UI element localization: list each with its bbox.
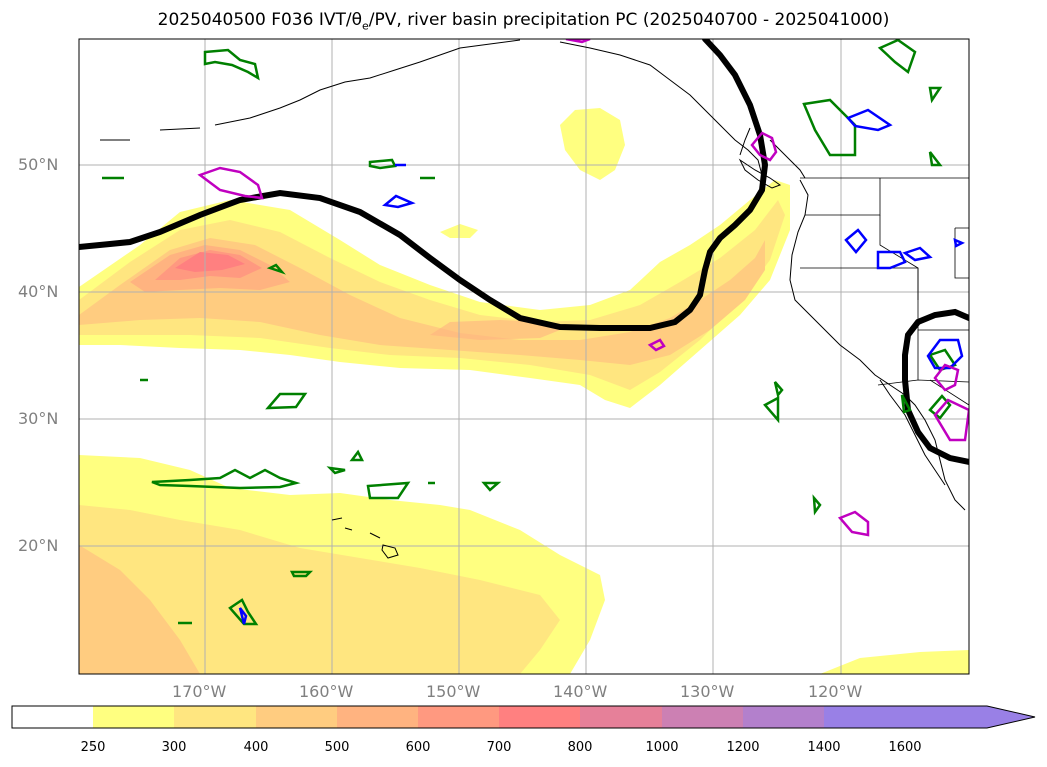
colorbar-tick-label: 1000 bbox=[645, 740, 679, 755]
pv-contour-east bbox=[902, 308, 969, 465]
bc-coast bbox=[739, 127, 806, 179]
lon-label-140w: 140°W bbox=[553, 682, 608, 701]
ivt-south-300 bbox=[79, 505, 560, 674]
lon-label-150w: 150°W bbox=[426, 682, 481, 701]
colorbar-tick-label: 1200 bbox=[726, 740, 760, 755]
colorbar-outline bbox=[11, 705, 1036, 729]
colorbar-extension bbox=[905, 706, 1035, 728]
colorbar-segment-2 bbox=[174, 706, 256, 728]
lon-label-120w: 120°W bbox=[808, 682, 863, 701]
ivt-ar-east-500 bbox=[430, 320, 560, 340]
pv-contour-main bbox=[79, 39, 769, 331]
magenta-contours bbox=[197, 39, 969, 537]
lat-label-50n: 50°N bbox=[18, 155, 59, 174]
colorbar-tick-label: 300 bbox=[161, 740, 187, 755]
colorbar-tick-label: 250 bbox=[80, 740, 106, 755]
lon-label-130w: 130°W bbox=[680, 682, 735, 701]
ivt-southeast-250 bbox=[820, 650, 969, 674]
colorbar-tick-label: 600 bbox=[405, 740, 431, 755]
colorbar-tick-label: 800 bbox=[567, 740, 593, 755]
colorbar-tick-label: 700 bbox=[486, 740, 512, 755]
alaska-coast bbox=[100, 39, 521, 141]
colorbar-segment-7 bbox=[580, 706, 662, 728]
colorbar bbox=[11, 705, 1036, 729]
colorbar-segment-10 bbox=[824, 706, 905, 728]
ivt-ar-700 bbox=[175, 252, 245, 272]
lon-label-160w: 160°W bbox=[299, 682, 354, 701]
alaska-panhandle bbox=[559, 41, 763, 176]
lon-label-170w: 170°W bbox=[172, 682, 227, 701]
colorbar-tick-label: 1400 bbox=[807, 740, 841, 755]
colorbar-segment-9 bbox=[743, 706, 824, 728]
baja-coast bbox=[879, 379, 946, 486]
graticule bbox=[79, 39, 969, 674]
lat-label-30n: 30°N bbox=[18, 409, 59, 428]
colorbar-under bbox=[12, 706, 93, 728]
colorbar-segment-5 bbox=[418, 706, 499, 728]
map-plot-area bbox=[79, 39, 969, 674]
map-title: 2025040500 F036 IVT/θe/PV, river basin p… bbox=[157, 10, 890, 33]
colorbar-tick-label: 400 bbox=[243, 740, 269, 755]
lat-label-40n: 40°N bbox=[18, 282, 59, 301]
pv-contour bbox=[79, 39, 969, 465]
colorbar-segment-8 bbox=[662, 706, 743, 728]
blue-contours bbox=[238, 108, 965, 625]
colorbar-segment-1 bbox=[93, 706, 174, 728]
political-borders bbox=[800, 177, 969, 406]
ivt-north-blob bbox=[560, 108, 625, 180]
colorbar-segment-4 bbox=[337, 706, 418, 728]
lat-label-20n: 20°N bbox=[18, 536, 59, 555]
colorbar-tick-label: 500 bbox=[324, 740, 350, 755]
vancouver-island bbox=[738, 158, 782, 189]
colorbar-segment-6 bbox=[499, 706, 580, 728]
islands-hawaii bbox=[331, 517, 399, 559]
ivt-south-400 bbox=[79, 545, 200, 674]
colorbar-segment-3 bbox=[256, 706, 337, 728]
green-contours bbox=[102, 39, 957, 626]
colorbar-tick-label: 1600 bbox=[888, 740, 922, 755]
plot-frame bbox=[78, 38, 970, 675]
